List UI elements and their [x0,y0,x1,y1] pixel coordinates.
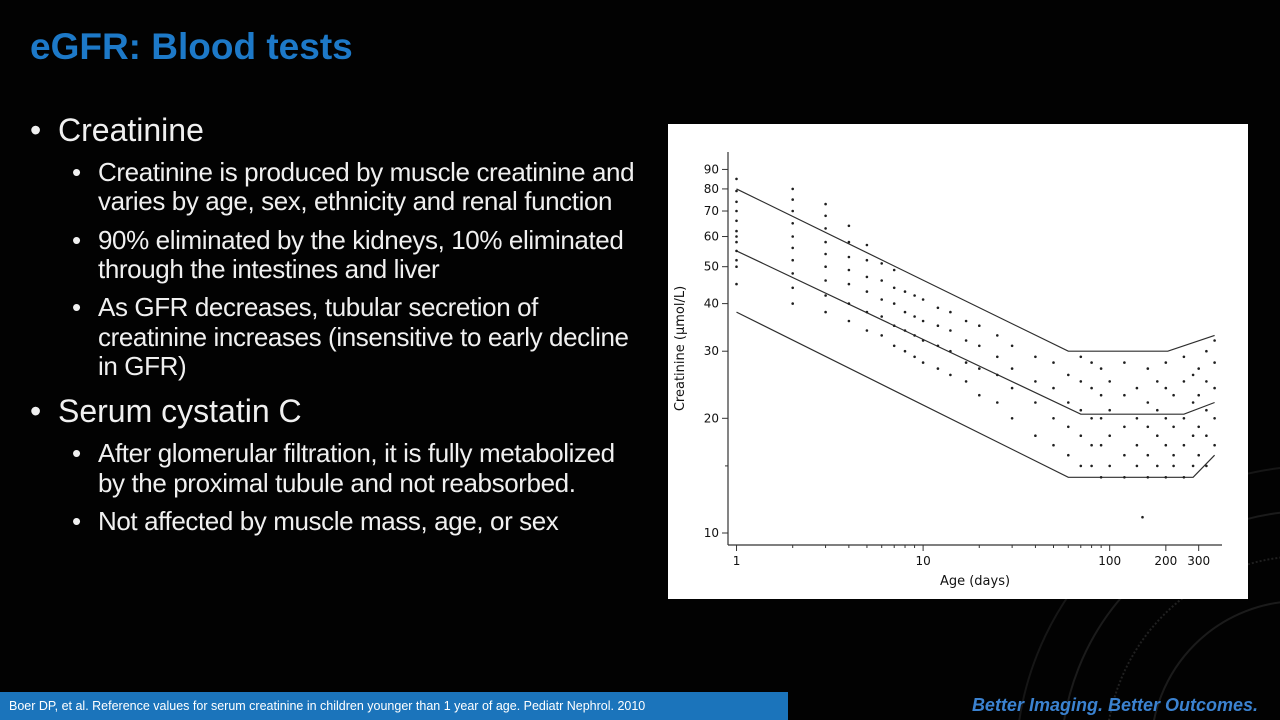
svg-text:80: 80 [704,182,719,196]
bullet-item: Creatinine is produced by muscle creatin… [72,156,655,217]
bullet-glyph [30,393,58,430]
svg-text:90: 90 [704,162,719,176]
bullet-glyph [72,226,98,285]
citation-bar: Boer DP, et al. Reference values for ser… [0,692,788,720]
bullet-text: Not affected by muscle mass, age, or sex [98,505,559,536]
bullet-item: After glomerular filtration, it is fully… [72,439,655,498]
bullet-glyph [72,439,98,498]
bullet-item: 90% eliminated by the kidneys, 10% elimi… [72,224,655,285]
citation-text: Boer DP, et al. Reference values for ser… [9,699,646,713]
tagline-text: Better Imaging. Better Outcomes. [971,695,1258,715]
svg-text:30: 30 [704,344,719,358]
bullet-glyph [30,112,58,149]
slide-title: eGFR: Blood tests [30,26,353,67]
svg-text:70: 70 [704,204,719,218]
svg-text:1: 1 [733,554,741,568]
svg-text:200: 200 [1154,554,1177,568]
bullet-heading-cystatin: Serum cystatin C [30,393,655,430]
bullet-glyph [72,507,98,536]
svg-text:20: 20 [704,411,719,425]
svg-text:Age (days): Age (days) [940,574,1010,589]
bullet-item: As GFR decreases, tubular secretion of c… [72,293,655,381]
bullet-text: After glomerular filtration, it is fully… [98,438,615,498]
bullet-text: Creatinine is produced by muscle creatin… [98,156,635,217]
bullet-glyph [72,158,98,217]
bullet-heading-creatinine: Creatinine [30,112,655,149]
bullet-text: 90% eliminated by the kidneys, 10% elimi… [98,224,624,284]
bullet-glyph [72,293,98,381]
svg-text:Creatinine (µmol/L): Creatinine (µmol/L) [673,286,688,411]
bullet-content: Creatinine Creatinine is produced by mus… [30,100,655,536]
svg-text:100: 100 [1098,554,1121,568]
svg-text:300: 300 [1187,554,1210,568]
chart-panel: 10 20 30 40 50 60 70 80 90 1 10 100 200 300 Age (days)… [668,124,1248,599]
svg-text:10: 10 [704,526,719,540]
svg-text:10: 10 [915,554,930,568]
bullet-heading-text: Serum cystatin C [58,393,302,430]
bullet-heading-text: Creatinine [58,112,204,148]
bullet-text: As GFR decreases, tubular secretion of c… [98,292,629,382]
bullet-item: Not affected by muscle mass, age, or sex [72,505,655,536]
creatinine-age-scatter-chart: 10 20 30 40 50 60 70 80 90 1 10 100 200 300 Age (days)… [673,152,1222,589]
svg-text:50: 50 [704,260,719,274]
svg-text:60: 60 [704,230,719,244]
svg-text:40: 40 [704,297,719,311]
